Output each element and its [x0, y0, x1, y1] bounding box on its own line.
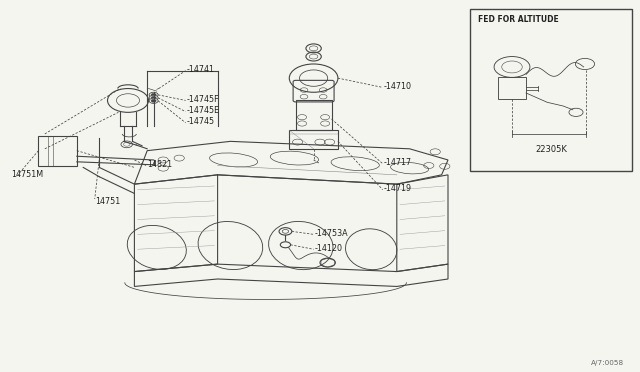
Circle shape: [149, 92, 158, 97]
Text: -14745E: -14745E: [187, 106, 220, 115]
Text: 14821: 14821: [147, 160, 172, 169]
Text: -14753A: -14753A: [315, 229, 349, 238]
Text: -14745F: -14745F: [187, 95, 220, 104]
Bar: [470, 9, 632, 171]
Text: -14745: -14745: [187, 117, 215, 126]
Circle shape: [151, 99, 156, 102]
Text: -14717: -14717: [384, 158, 412, 167]
Text: -14719: -14719: [384, 184, 412, 193]
Circle shape: [151, 96, 156, 99]
Text: A/7:0058: A/7:0058: [591, 360, 624, 366]
Bar: [498, 77, 526, 99]
Text: 14751M: 14751M: [12, 170, 44, 179]
Text: FED FOR ALTITUDE: FED FOR ALTITUDE: [478, 15, 559, 24]
Bar: [289, 130, 338, 149]
Text: -14741: -14741: [187, 65, 215, 74]
Text: 14751: 14751: [95, 197, 120, 206]
Text: -14120: -14120: [315, 244, 343, 253]
Text: 22305K: 22305K: [535, 145, 567, 154]
Circle shape: [149, 98, 158, 103]
Circle shape: [151, 93, 156, 96]
Circle shape: [149, 95, 158, 100]
Text: -14710: -14710: [384, 82, 412, 91]
Bar: [296, 100, 332, 130]
